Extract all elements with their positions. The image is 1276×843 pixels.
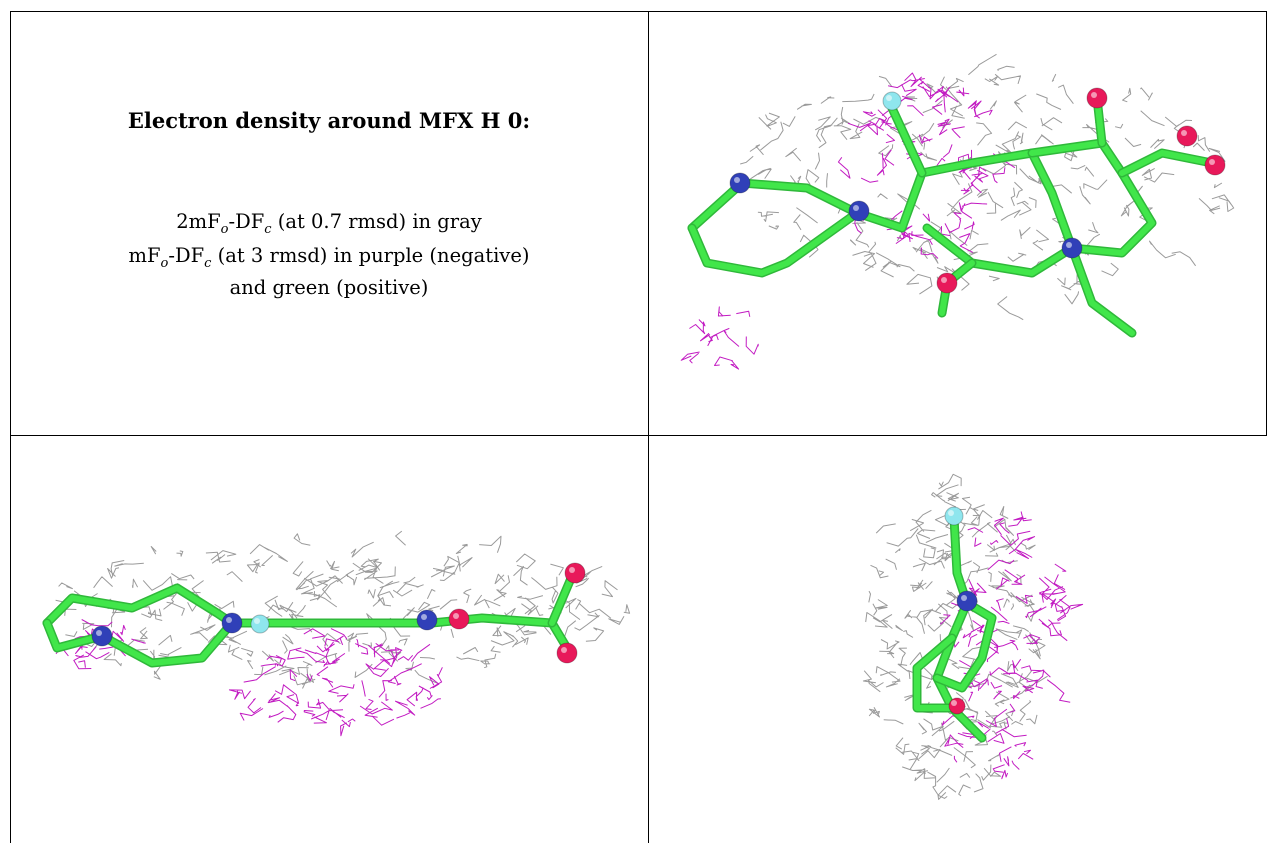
table-left-border bbox=[10, 11, 11, 843]
ligand-model bbox=[687, 87, 1226, 338]
density-view-bottom-left-image bbox=[42, 530, 631, 737]
density-view-top-right bbox=[652, 13, 1264, 433]
purple-density-mesh bbox=[837, 72, 1016, 259]
nitrogen-atom bbox=[416, 609, 438, 631]
purple-density-mesh-small bbox=[680, 306, 759, 370]
oxygen-atom bbox=[1204, 154, 1226, 176]
caption-line-positive: and green (positive) bbox=[229, 276, 429, 299]
density-view-bottom-right bbox=[652, 438, 1264, 841]
purple-density-mesh-lower bbox=[941, 691, 1034, 780]
density-view-bottom-left bbox=[12, 438, 646, 841]
density-view-bottom-right-image bbox=[862, 473, 1084, 800]
oxygen-atom bbox=[564, 562, 586, 584]
oxygen-atom bbox=[936, 272, 958, 294]
ligand-model bbox=[42, 562, 586, 668]
oxygen-atom bbox=[448, 608, 470, 630]
ligand-model bbox=[912, 506, 997, 743]
caption-line-mfo: mFo-DFc (at 3 rmsd) in purple (negative) bbox=[128, 244, 530, 271]
gray-density-mesh bbox=[862, 473, 1048, 800]
gray-density-mesh bbox=[55, 530, 631, 689]
table-right-border bbox=[1266, 11, 1267, 436]
fluorine-atom bbox=[882, 91, 902, 111]
fluorine-atom bbox=[250, 614, 270, 634]
oxygen-atom bbox=[948, 697, 966, 715]
table-top-border bbox=[10, 11, 1266, 12]
caption-line-2mfo: 2mFo-DFc (at 0.7 rmsd) in gray bbox=[176, 210, 482, 237]
purple-density-mesh-small bbox=[55, 619, 146, 670]
nitrogen-atom bbox=[956, 590, 978, 612]
nitrogen-atom bbox=[91, 625, 113, 647]
nitrogen-atom bbox=[848, 200, 870, 222]
nitrogen-atom bbox=[221, 612, 243, 634]
fluorine-atom bbox=[944, 506, 964, 526]
purple-density-mesh bbox=[228, 628, 443, 737]
caption-cell: Electron density around MFX H 0: 2mFo-DF… bbox=[10, 12, 648, 435]
table-middle-border bbox=[10, 435, 1266, 436]
oxygen-atom bbox=[556, 642, 578, 664]
density-view-top-right-image bbox=[680, 53, 1235, 370]
table-center-divider bbox=[648, 11, 649, 843]
nitrogen-atom bbox=[729, 172, 751, 194]
oxygen-atom bbox=[1176, 125, 1198, 147]
nitrogen-atom bbox=[1061, 237, 1083, 259]
purple-density-mesh bbox=[939, 511, 1084, 703]
oxygen-atom bbox=[1086, 87, 1108, 109]
caption-title: Electron density around MFX H 0: bbox=[127, 108, 531, 133]
